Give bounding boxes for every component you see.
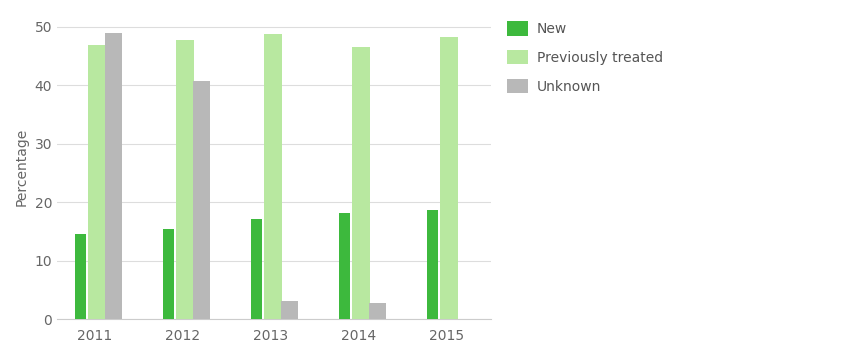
- Bar: [369, 304, 387, 319]
- Bar: [163, 228, 174, 319]
- Bar: [177, 40, 194, 319]
- Bar: [193, 81, 210, 319]
- Bar: [427, 210, 438, 319]
- Bar: [352, 47, 370, 319]
- Bar: [265, 34, 282, 319]
- Bar: [250, 219, 262, 319]
- Bar: [88, 45, 106, 319]
- Legend: New, Previously treated, Unknown: New, Previously treated, Unknown: [502, 16, 668, 99]
- Bar: [440, 37, 458, 319]
- Bar: [339, 213, 350, 319]
- Bar: [105, 33, 123, 319]
- Y-axis label: Percentage: Percentage: [15, 128, 29, 206]
- Bar: [281, 301, 298, 319]
- Bar: [75, 234, 86, 319]
